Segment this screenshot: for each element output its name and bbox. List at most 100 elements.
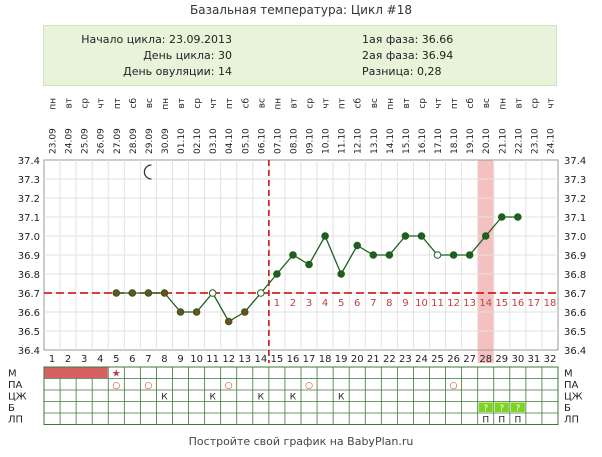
day-number-label: 24 bbox=[415, 354, 428, 365]
row-label-right: ЛП bbox=[564, 415, 579, 426]
phase2-average: 2ая фаза: 36.94 bbox=[362, 49, 454, 62]
temperature-point bbox=[305, 260, 313, 269]
phase2-day-label: 13 bbox=[463, 298, 476, 309]
date-label: 28.09 bbox=[129, 128, 139, 154]
chart-title: Базальная температура: Цикл #18 bbox=[189, 3, 412, 17]
day-number-label: 4 bbox=[97, 354, 103, 365]
day-number-label: 25 bbox=[431, 354, 444, 365]
phase2-day-label: 12 bbox=[447, 298, 460, 309]
temperature-point bbox=[321, 232, 329, 240]
day-number-label: 11 bbox=[206, 354, 219, 365]
date-label: 07.10 bbox=[273, 128, 283, 154]
y-tick-label-left: 37.2 bbox=[18, 194, 40, 205]
date-label: 29.09 bbox=[145, 128, 155, 154]
weekday-label: вт bbox=[402, 98, 412, 109]
day-number-label: 26 bbox=[447, 354, 460, 365]
phase2-day-label: 5 bbox=[338, 298, 344, 309]
lp-mark: П bbox=[498, 416, 505, 426]
temperature-point bbox=[273, 270, 281, 278]
day-number-label: 12 bbox=[222, 354, 235, 365]
temperature-point bbox=[224, 317, 233, 326]
date-label: 13.10 bbox=[370, 128, 380, 154]
cj-mark: К bbox=[209, 393, 216, 403]
weekday-label: сб bbox=[466, 98, 476, 109]
day-number-label: 22 bbox=[383, 354, 396, 365]
weekday-label: пт bbox=[225, 98, 235, 109]
b-mark: ? bbox=[483, 404, 488, 414]
date-label: 24.09 bbox=[65, 128, 75, 154]
weekday-label: ср bbox=[418, 98, 428, 109]
y-tick-label-right: 36.4 bbox=[564, 346, 586, 357]
weekday-label: пт bbox=[450, 98, 460, 109]
b-cell bbox=[478, 402, 493, 412]
y-tick-label-right: 37.4 bbox=[564, 156, 586, 167]
y-tick-label-right: 36.9 bbox=[564, 251, 586, 262]
b-cell bbox=[494, 402, 509, 412]
footer-link[interactable]: Постройте свой график на BabyPlan.ru bbox=[188, 435, 414, 448]
weekday-label: пт bbox=[338, 98, 348, 109]
day-number-label: 32 bbox=[544, 354, 557, 365]
ovulation-highlight-band bbox=[477, 160, 494, 363]
date-label: 30.09 bbox=[161, 128, 171, 154]
weekday-label: вт bbox=[177, 98, 187, 109]
phase2-day-label: 18 bbox=[544, 298, 557, 309]
weekday-label: ср bbox=[530, 98, 540, 109]
date-label: 11.10 bbox=[338, 128, 348, 154]
date-label: 05.10 bbox=[241, 128, 251, 154]
ovulation-day: День овуляции: 14 bbox=[123, 65, 232, 78]
phase2-day-label: 1 bbox=[274, 298, 280, 309]
date-label: 24.10 bbox=[546, 128, 556, 154]
y-tick-label-left: 36.4 bbox=[18, 346, 40, 357]
date-label: 18.10 bbox=[450, 128, 460, 154]
temperature-point bbox=[128, 289, 137, 297]
day-number-label: 3 bbox=[81, 354, 87, 365]
weekday-label: пн bbox=[498, 98, 508, 110]
weekday-label: вс bbox=[370, 98, 380, 108]
y-tick-label-left: 36.6 bbox=[18, 308, 40, 319]
weekday-label: пн bbox=[161, 98, 171, 110]
date-label: 21.10 bbox=[498, 128, 508, 154]
day-number-label: 31 bbox=[528, 354, 541, 365]
row-label-right: Б bbox=[564, 403, 571, 414]
pa-mark: ○ bbox=[112, 381, 120, 391]
y-tick-label-left: 37.4 bbox=[18, 156, 40, 167]
y-tick-label-right: 37.1 bbox=[564, 213, 586, 224]
phase2-day-label: 8 bbox=[386, 298, 392, 309]
b-cell bbox=[510, 402, 525, 412]
cj-mark: К bbox=[258, 393, 265, 403]
day-number-label: 6 bbox=[129, 354, 135, 365]
row-label-left: ЛП bbox=[8, 415, 23, 426]
weekday-label: вт bbox=[65, 98, 75, 109]
date-label: 08.10 bbox=[289, 128, 299, 154]
row-label-left: ПА bbox=[8, 380, 23, 391]
pa-mark: ○ bbox=[144, 381, 152, 391]
phase2-day-label: 14 bbox=[479, 298, 492, 309]
date-label: 06.10 bbox=[257, 128, 267, 154]
day-number-label: 1 bbox=[49, 354, 55, 365]
weekday-label: вт bbox=[514, 98, 524, 109]
y-tick-label-right: 37.0 bbox=[564, 232, 586, 243]
temperature-point bbox=[465, 251, 474, 259]
weekday-label: чт bbox=[546, 98, 556, 109]
weekday-label: сб bbox=[129, 98, 139, 109]
row-label-left: Б bbox=[8, 403, 15, 414]
lp-mark: П bbox=[514, 416, 521, 426]
cycle-info-box: Начало цикла: 23.09.2013 День цикла: 30 … bbox=[43, 25, 557, 86]
phase-difference: Разница: 0,28 bbox=[362, 65, 442, 78]
date-label: 16.10 bbox=[418, 128, 428, 154]
y-tick-label-left: 36.8 bbox=[18, 270, 40, 281]
day-number-label: 19 bbox=[335, 354, 348, 365]
weekday-label: пт bbox=[113, 98, 123, 109]
temperature-point bbox=[176, 308, 185, 316]
phase2-day-label: 9 bbox=[402, 298, 408, 309]
day-number-label: 15 bbox=[271, 354, 284, 365]
date-label: 15.10 bbox=[402, 128, 412, 154]
y-tick-label-left: 36.9 bbox=[18, 251, 40, 262]
temperature-point bbox=[208, 289, 217, 297]
day-number-label: 27 bbox=[463, 354, 476, 365]
temperature-point bbox=[289, 251, 297, 259]
weekday-label: вс bbox=[145, 98, 155, 108]
lp-mark: П bbox=[482, 416, 489, 426]
date-label: 20.10 bbox=[482, 128, 492, 154]
pa-mark: ○ bbox=[225, 381, 233, 391]
